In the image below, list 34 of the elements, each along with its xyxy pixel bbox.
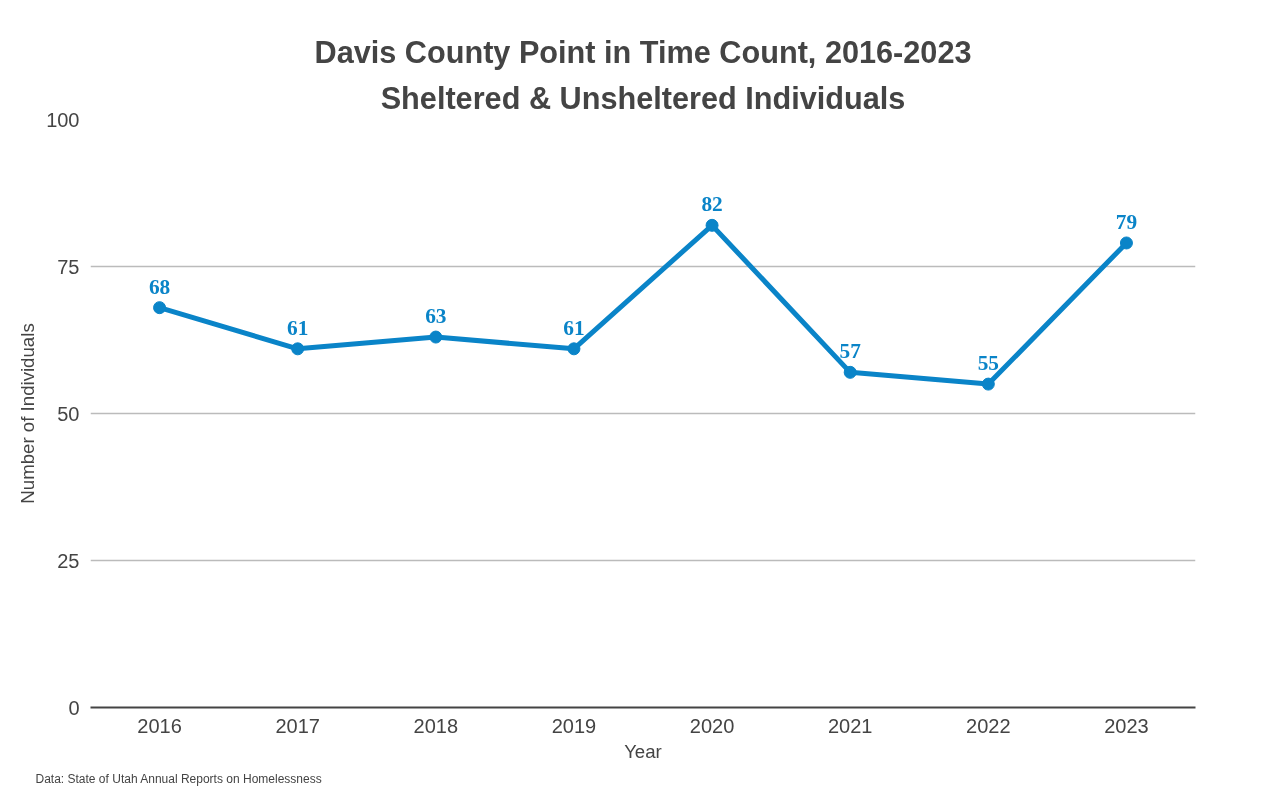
data-label: 55 (977, 351, 999, 376)
y-tick-label: 25 (57, 549, 80, 572)
x-tick-label: 2023 (1104, 714, 1149, 737)
chart-title: Davis County Point in Time Count, 2016-2023 (314, 34, 972, 70)
x-tick-label: 2019 (551, 714, 597, 737)
point (705, 218, 719, 232)
point (291, 342, 305, 356)
point (843, 365, 857, 379)
data-label: 68 (148, 274, 171, 299)
x-tick-label: 2020 (689, 714, 735, 737)
point (153, 301, 167, 315)
x-tick-label: 2018 (413, 714, 459, 737)
data-label: 61 (563, 315, 585, 340)
chart-subtitle: Sheltered & Unsheltered Individuals (380, 80, 906, 115)
point (1119, 236, 1133, 250)
data-label: 63 (425, 304, 447, 329)
x-tick-label: 2021 (827, 714, 873, 737)
y-tick-label: 100 (46, 108, 80, 131)
point (567, 342, 581, 356)
text: Data: State of Utah Annual Reports on Homelessness (35, 771, 322, 786)
data-label: 61 (287, 315, 309, 340)
y-tick-label: 75 (57, 255, 80, 278)
data-label: 82 (701, 192, 723, 217)
y-tick-label: 50 (57, 402, 80, 425)
point (429, 330, 443, 344)
x-axis-title: Year (624, 740, 662, 762)
point (981, 377, 995, 391)
x-tick-label: 2017 (275, 714, 320, 737)
data-label: 57 (839, 339, 862, 364)
x-tick-label: 2016 (137, 714, 182, 737)
x-tick-label: 2022 (966, 714, 1011, 737)
y-tick-label: 0 (68, 696, 80, 719)
data-label: 79 (1115, 209, 1138, 234)
y-axis-title: Number of Individuals (17, 323, 39, 504)
